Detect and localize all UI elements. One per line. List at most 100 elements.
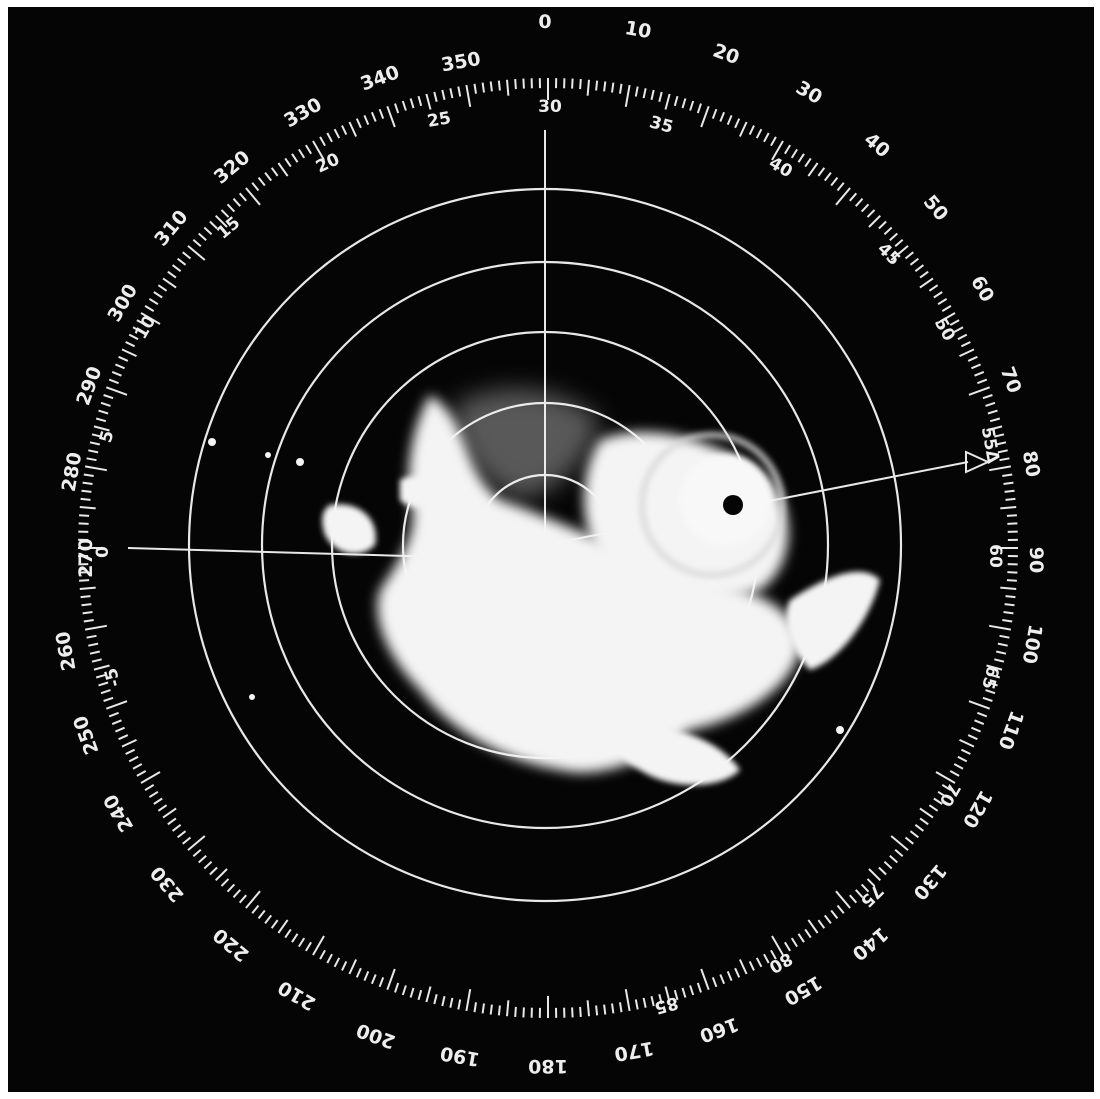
azimuth-tick [118,734,129,741]
azimuth-tick [734,967,741,978]
azimuth-tick [108,378,119,385]
azimuth-tick [904,836,914,845]
azimuth-tick [957,755,968,763]
azimuth-tick [522,1007,525,1018]
azimuth-tick [214,868,228,882]
azimuth-tick [305,144,312,155]
azimuth-tick [959,348,975,358]
azimuth-label: 30 [792,77,826,109]
azimuth-tick [167,270,177,279]
azimuth-tick [995,650,1007,655]
azimuth-tick [82,611,93,615]
azimuth-tick [394,103,400,114]
azimuth-tick [949,770,960,777]
azimuth-tick [914,824,925,832]
azimuth-tick [108,711,119,718]
azimuth-tick [817,167,826,177]
azimuth-tick [696,982,702,993]
azimuth-tick [681,98,687,109]
azimuth-tick [370,974,377,985]
azimuth-tick [355,118,362,129]
azimuth-label: 340 [358,61,403,95]
azimuth-tick [100,401,111,407]
echo-mass [208,389,880,785]
azimuth-tick [284,157,292,168]
azimuth-tick [595,1005,599,1016]
azimuth-tick [817,919,826,929]
azimuth-tick [1000,506,1017,510]
azimuth-tick [982,696,993,702]
azimuth-label: 230 [146,862,188,907]
azimuth-tick [277,162,289,177]
azimuth-tick [386,105,396,128]
azimuth-tick [115,363,125,370]
azimuth-tick [192,849,202,858]
azimuth-tick [91,433,102,438]
azimuth-tick [226,883,236,893]
time-label: 50 [930,314,959,345]
azimuth-tick [220,209,230,218]
azimuth-tick [105,700,128,710]
azimuth-tick [79,579,90,582]
azimuth-tick [711,977,718,988]
azimuth-tick [959,738,975,748]
azimuth-tick [506,1000,510,1017]
azimuth-tick [755,957,763,968]
azimuth-tick [341,125,348,136]
azimuth-tick [804,928,812,939]
azimuth-tick [586,79,590,96]
azimuth-label: 320 [210,146,255,188]
azimuth-tick [144,784,155,791]
azimuth-tick [1004,489,1015,493]
azimuth-tick [298,148,306,159]
azimuth-tick [1000,586,1017,590]
azimuth-label: 80 [1018,449,1044,479]
azimuth-tick [579,1006,582,1017]
azimuth-tick [497,80,501,91]
azimuth-tick [868,214,882,228]
azimuth-tick [883,860,893,870]
azimuth-tick [140,312,161,325]
azimuth-tick [341,960,348,971]
azimuth-tick [473,83,477,94]
azimuth-tick [187,245,206,261]
azimuth-tick [894,849,904,858]
azimuth-tick [835,187,851,206]
azimuth-tick [238,894,247,904]
azimuth-tick [86,634,97,639]
azimuth-tick [763,132,770,143]
azimuth-tick [726,115,733,125]
azimuth-label: 140 [848,922,893,964]
azimuth-tick [611,82,615,93]
azimuth-tick [748,960,755,971]
time-label: 30 [538,97,562,117]
azimuth-tick [986,664,1003,671]
azimuth-tick [711,108,718,119]
azimuth-tick [111,719,122,726]
azimuth-tick [333,128,341,139]
azimuth-tick [928,284,939,292]
hurricane-eye [638,431,786,579]
azimuth-tick [409,98,415,109]
azimuth-tick [176,257,187,266]
azimuth-tick [650,89,655,101]
azimuth-tick [866,209,876,218]
azimuth-tick [890,245,909,261]
azimuth-tick [105,386,128,396]
azimuth-tick [700,968,710,991]
time-label: 85 [652,992,680,1017]
azimuth-label: 310 [150,206,192,251]
azimuth-tick [957,333,968,341]
azimuth-tick [144,305,155,312]
time-label: 25 [426,108,453,132]
azimuth-tick [401,100,407,111]
azimuth-tick [251,182,260,192]
azimuth-label: 40 [860,128,894,162]
time-label: 80 [765,948,796,977]
azimuth-tick [968,700,991,710]
azimuth-tick [125,341,136,348]
azimuth-tick [203,860,213,870]
azimuth-tick [889,855,898,864]
azimuth-label: 270 [75,538,97,578]
azimuth-tick [935,771,956,784]
